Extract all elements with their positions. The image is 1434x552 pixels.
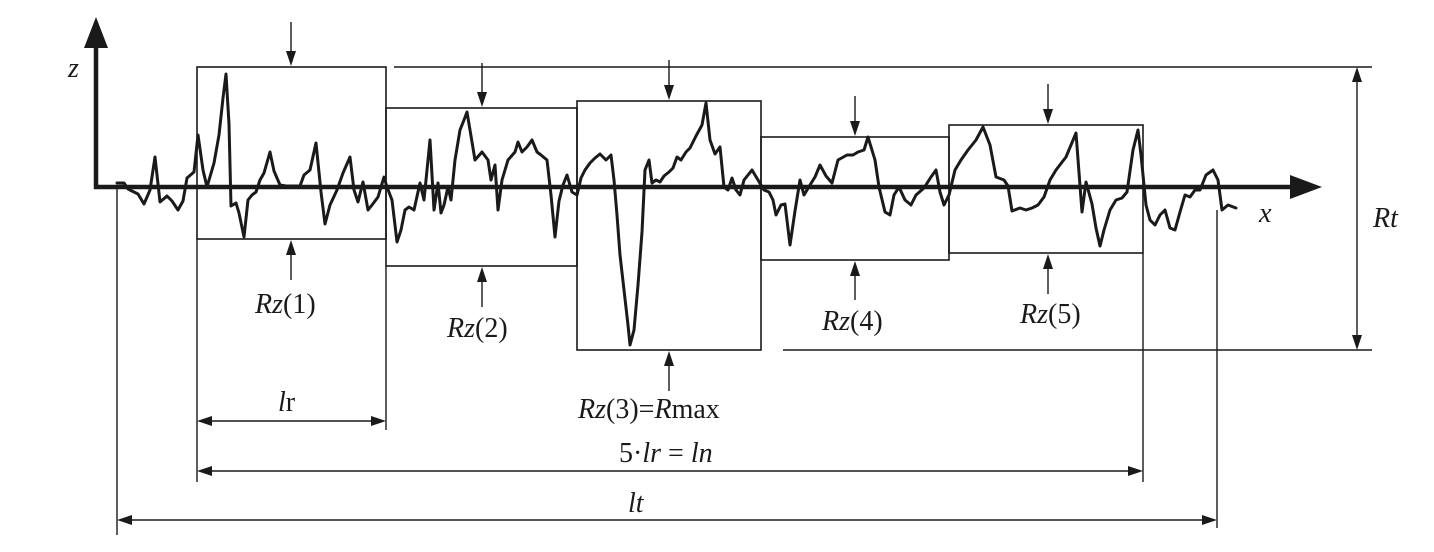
peak-arrow-5 bbox=[1043, 109, 1053, 124]
lt-arrow-right bbox=[1202, 515, 1217, 525]
x-axis-arrowhead bbox=[1290, 175, 1322, 199]
z-axis-label: z bbox=[67, 53, 79, 84]
lt-arrow-left bbox=[117, 515, 132, 525]
pointer-arrows bbox=[286, 22, 1053, 391]
valley-arrow-3 bbox=[664, 351, 674, 366]
peak-arrow-2 bbox=[477, 92, 487, 107]
rt-arrow-up bbox=[1352, 67, 1362, 82]
length-dimensions bbox=[117, 416, 1217, 525]
peak-arrow-3 bbox=[664, 85, 674, 100]
rz3-label: Rz(3)=Rmax bbox=[577, 394, 720, 425]
rt-label: Rt bbox=[1372, 203, 1399, 234]
peak-arrow-4 bbox=[850, 121, 860, 136]
ln-label: 5·lr = ln bbox=[619, 438, 713, 469]
rz4-label: Rz(4) bbox=[821, 306, 883, 337]
valley-arrow-5 bbox=[1043, 254, 1053, 269]
valley-arrow-1 bbox=[286, 240, 296, 255]
roughness-profile bbox=[115, 72, 1238, 347]
coordinate-axes bbox=[84, 17, 1322, 199]
ln-arrow-right bbox=[1128, 466, 1143, 476]
valley-arrow-2 bbox=[477, 267, 487, 282]
extension-lines bbox=[116, 185, 1218, 535]
ln-arrow-left bbox=[197, 466, 212, 476]
rz2-label: Rz(2) bbox=[446, 313, 508, 344]
sampling-boxes bbox=[196, 66, 1144, 351]
sampling-box-1 bbox=[196, 66, 387, 240]
peak-arrow-1 bbox=[286, 51, 296, 66]
rt-dimension bbox=[394, 66, 1372, 351]
valley-arrow-4 bbox=[850, 261, 860, 276]
rz5-label: Rz(5) bbox=[1019, 299, 1081, 330]
x-axis-label: x bbox=[1258, 198, 1272, 229]
lr-arrow-left bbox=[197, 416, 212, 426]
rt-arrow-down bbox=[1352, 335, 1362, 350]
z-axis-arrowhead bbox=[84, 17, 108, 48]
lt-label: lt bbox=[628, 488, 645, 519]
lr-label: lr bbox=[278, 387, 296, 418]
sampling-box-3 bbox=[576, 100, 762, 351]
lr-arrow-right bbox=[371, 416, 386, 426]
rz1-label: Rz(1) bbox=[254, 289, 316, 320]
